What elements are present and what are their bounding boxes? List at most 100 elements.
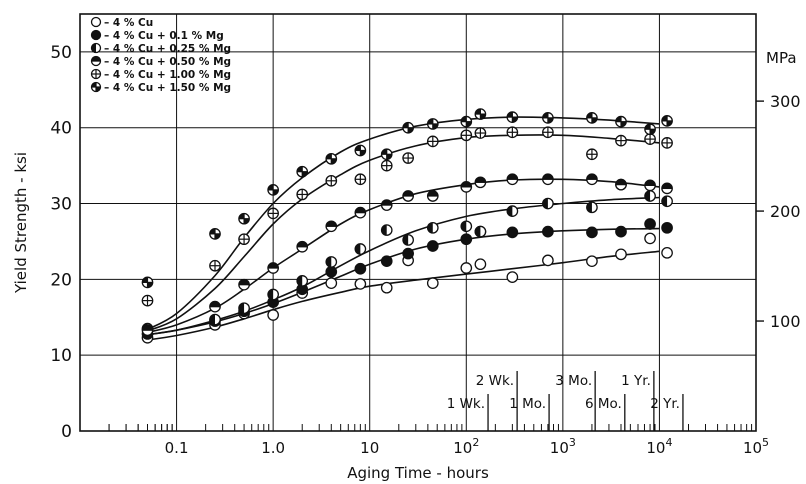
data-point — [542, 197, 554, 210]
data-point — [354, 144, 367, 157]
time-marker-label: 2 Wk. — [476, 373, 514, 389]
data-point — [141, 276, 154, 289]
marker-fill — [402, 122, 409, 128]
marker-fill — [326, 153, 332, 159]
marker-fill — [297, 241, 308, 247]
marker-fill — [386, 154, 392, 160]
data-point — [238, 233, 250, 246]
x-tick-label: 104 — [646, 436, 672, 457]
data-point — [542, 126, 554, 139]
marker-fill — [244, 218, 250, 224]
marker-fill — [267, 184, 274, 190]
legend: – 4 % Cu– 4 % Cu + 0.1 % Mg – 4 % Cu + 0.… — [90, 16, 231, 94]
data-point — [325, 277, 338, 290]
marker-fill — [91, 43, 96, 53]
data-point — [380, 281, 393, 294]
data-point — [586, 173, 598, 186]
time-marker-label: 1 Yr. — [621, 373, 651, 389]
data-point — [542, 225, 554, 238]
marker-fill — [475, 108, 481, 115]
data-point — [506, 226, 519, 239]
y-axis-label: Yield Strength - ksi — [12, 152, 30, 294]
marker-shape — [354, 262, 367, 275]
data-point — [661, 246, 673, 259]
data-point — [644, 190, 656, 202]
marker-fill — [615, 116, 621, 122]
y2-tick-label: 200 — [770, 202, 801, 221]
marker-fill — [209, 228, 216, 234]
data-point — [354, 262, 367, 275]
marker-fill — [427, 190, 438, 196]
marker-fill — [644, 190, 651, 202]
data-point — [615, 115, 627, 128]
data-point — [380, 255, 393, 268]
marker-fill — [461, 116, 467, 122]
time-marker-label: 6 Mo. — [585, 396, 622, 412]
legend-entry: – 4 % Cu — [104, 17, 153, 29]
data-point — [474, 225, 487, 238]
data-point — [644, 123, 656, 136]
data-point — [615, 178, 627, 191]
marker-shape — [426, 277, 439, 290]
marker-fill — [355, 145, 361, 151]
data-point — [542, 254, 554, 267]
secondary-y-axis-ticks: 100 200 300 — [756, 92, 801, 331]
data-point — [325, 174, 338, 187]
marker-fill — [650, 129, 656, 135]
marker-fill — [267, 289, 274, 300]
marker-fill — [507, 205, 513, 217]
data-point — [209, 228, 221, 240]
data-point — [354, 278, 367, 290]
data-point — [661, 182, 673, 195]
data-point — [296, 240, 309, 253]
data-point — [426, 221, 439, 234]
y-tick-label: 40 — [50, 119, 72, 139]
marker-fill — [586, 174, 598, 180]
legend-entry: – 4 % Cu + 0.1 % Mg — [104, 30, 224, 42]
marker-fill — [238, 213, 245, 219]
marker-shape — [644, 232, 656, 245]
time-markers: 1 Wk. 2 Wk. 1 Mo. 3 Mo. 6 Mo. 1 Yr. 2 Yr. — [447, 371, 684, 431]
marker-fill — [461, 221, 467, 232]
data-point — [238, 278, 250, 291]
marker-fill — [507, 111, 513, 118]
series-points — [141, 108, 673, 344]
data-point — [354, 173, 367, 186]
data-point — [506, 173, 519, 186]
legend-marker — [90, 16, 102, 28]
marker-fill — [91, 56, 101, 61]
y-tick-label: 20 — [50, 270, 72, 290]
x-tick-label: 10 — [360, 439, 379, 457]
data-point — [267, 184, 279, 196]
marker-shape — [325, 265, 338, 278]
data-point — [506, 205, 519, 217]
y-axis-ticks: 0 10 20 30 40 50 — [50, 43, 72, 442]
data-point — [238, 212, 250, 225]
data-point — [267, 207, 279, 220]
marker-shape — [615, 225, 627, 238]
y2-tick-label: 300 — [770, 92, 801, 111]
data-point — [402, 152, 414, 164]
data-point — [460, 115, 473, 128]
marker-fill — [475, 226, 481, 237]
data-point — [506, 111, 519, 123]
marker-fill — [209, 301, 221, 307]
marker-shape — [542, 254, 554, 267]
marker-fill — [507, 174, 518, 180]
y2-tick-label: 100 — [770, 312, 801, 331]
marker-fill — [326, 221, 337, 227]
legend-marker — [90, 42, 102, 54]
series-curve — [147, 134, 660, 332]
data-point — [542, 112, 554, 124]
legend-entry: – 4 % Cu + 0.50 % Mg — [104, 56, 231, 68]
x-axis-ticks: 0.1 1.0 10 102 103 104 105 — [165, 436, 769, 457]
marker-shape — [267, 309, 279, 321]
data-point — [474, 176, 487, 189]
marker-fill — [273, 189, 279, 196]
marker-shape — [90, 16, 102, 28]
data-point — [644, 218, 656, 230]
data-point — [380, 199, 393, 211]
data-point — [209, 300, 221, 313]
y-tick-label: 0 — [61, 422, 72, 442]
